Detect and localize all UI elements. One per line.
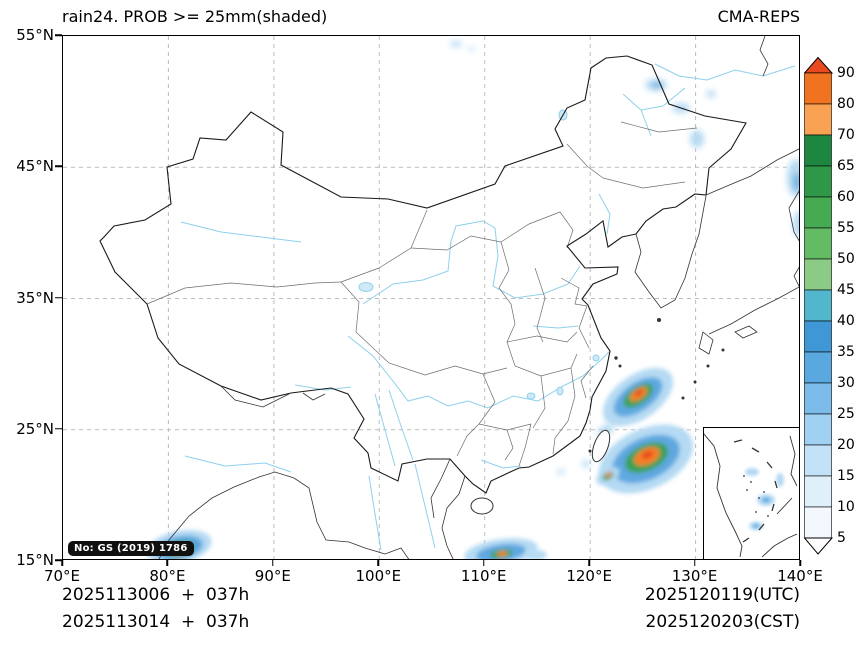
x-tick-mark [482, 560, 485, 566]
model-name: CMA-REPS [717, 7, 800, 26]
colorbar-tick-label: 15 [837, 468, 855, 484]
y-tick-mark [55, 559, 62, 561]
x-tick-mark [693, 560, 696, 566]
map-license-badge: No: GS (2019) 1786 [68, 541, 194, 556]
x-tick-mark [272, 560, 274, 566]
x-tick-label: 120°E [566, 567, 612, 585]
foreign-coastlines [158, 36, 799, 559]
y-tick-label: 25°N [16, 419, 54, 438]
gridlines [63, 36, 799, 559]
china-outline [99, 55, 747, 494]
x-tick-label: 80°E [149, 567, 186, 585]
x-tick-mark [799, 560, 801, 566]
colorbar-tick-label: 35 [837, 344, 855, 360]
colorbar-tick-label: 45 [837, 282, 855, 298]
colorbar-tick-label: 50 [837, 251, 855, 267]
x-tick-label: 110°E [460, 567, 507, 585]
x-tick-mark [61, 560, 63, 566]
x-tick-label: 140°E [777, 567, 823, 585]
y-tick-mark [55, 428, 62, 430]
y-tick-mark [55, 34, 62, 36]
colorbar-tick-label: 80 [837, 96, 855, 112]
colorbar-tick-label: 10 [837, 499, 855, 515]
y-tick-label: 15°N [16, 551, 54, 569]
islands [470, 318, 725, 515]
colorbar-tick-label: 90 [837, 65, 855, 81]
x-tick-label: 90°E [254, 567, 291, 585]
colorbar-tick-label: 65 [837, 158, 855, 174]
x-tick-label: 100°E [355, 567, 402, 585]
x-tick-label: 130°E [671, 567, 718, 585]
footer-init-utc: 2025113006 + 037h [62, 585, 250, 605]
y-tick-label: 35°N [16, 288, 54, 307]
y-tick-mark [55, 165, 62, 167]
colorbar-tick-label: 25 [837, 406, 855, 422]
colorbar [803, 56, 834, 560]
y-tick-label: 55°N [16, 26, 54, 44]
footer-init-cst: 2025113014 + 037h [62, 612, 250, 632]
colorbar-tick-label: 70 [837, 127, 855, 143]
y-tick-mark [55, 296, 62, 299]
footer-valid-cst: 2025120203(CST) [645, 612, 800, 632]
colorbar-tick-label: 5 [837, 530, 846, 546]
south-china-sea-inset [703, 427, 799, 559]
chart-title: rain24. PROB >= 25mm(shaded) [62, 7, 328, 26]
x-tick-label: 70°E [43, 567, 81, 585]
colorbar-tick-label: 30 [837, 375, 855, 391]
china-map-svg [63, 36, 799, 559]
x-tick-mark [588, 560, 590, 566]
colorbar-scale [803, 56, 834, 555]
inset-svg [703, 433, 798, 558]
colorbar-tick-label: 40 [837, 313, 855, 329]
province-borders [146, 121, 698, 467]
footer-valid-utc: 2025120119(UTC) [644, 585, 800, 605]
y-tick-label: 45°N [16, 157, 54, 176]
map-plot-area: No: GS (2019) 1786 [62, 35, 800, 560]
colorbar-tick-label: 60 [837, 189, 855, 205]
x-tick-mark [377, 560, 380, 566]
colorbar-tick-label: 55 [837, 220, 855, 236]
colorbar-tick-label: 20 [837, 437, 855, 453]
x-tick-mark [166, 560, 169, 566]
